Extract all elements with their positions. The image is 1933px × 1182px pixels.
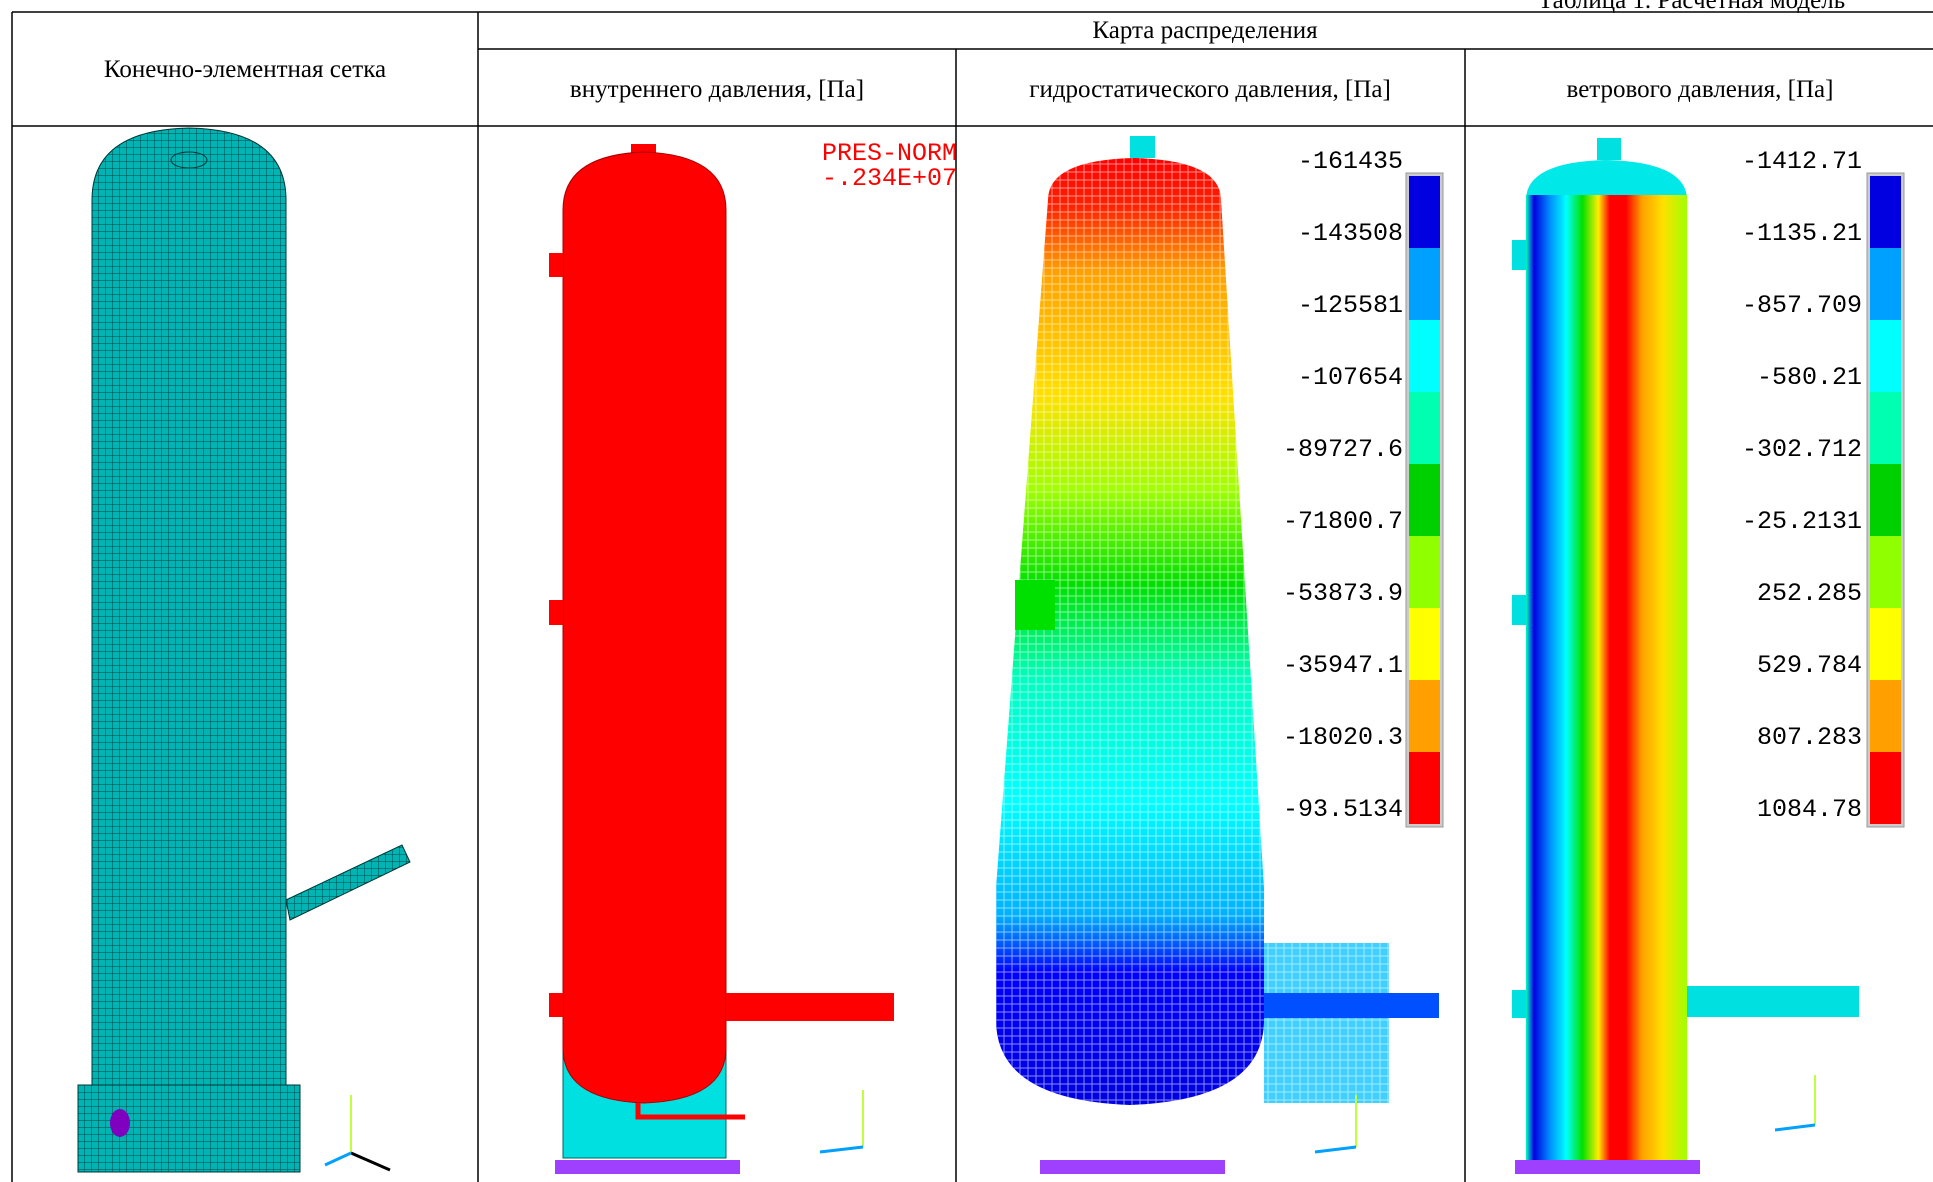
legend-swatch — [1409, 752, 1440, 824]
legend-label: 807.283 — [1757, 723, 1862, 752]
result-value: -.234E+07 — [822, 164, 957, 193]
legend-label: -161435 — [1298, 147, 1403, 176]
header-column: внутреннего давления, [Па] — [570, 76, 864, 103]
legend-label: -1135.21 — [1742, 219, 1862, 248]
legend-swatch — [1870, 608, 1901, 680]
legend-swatch — [1409, 464, 1440, 536]
internal-model — [549, 144, 894, 1174]
legend-swatch — [1409, 536, 1440, 608]
legend-swatch — [1870, 752, 1901, 824]
legend-swatch — [1409, 680, 1440, 752]
legend-swatch — [1870, 248, 1901, 320]
legend-swatch — [1409, 176, 1440, 248]
legend-label: -25.2131 — [1742, 507, 1862, 536]
mesh-model — [78, 128, 410, 1172]
legend-swatch — [1409, 248, 1440, 320]
legend-label: -125581 — [1298, 291, 1403, 320]
legend-label: -302.712 — [1742, 435, 1862, 464]
legend-label: -93.5134 — [1283, 795, 1403, 824]
legend-swatch — [1409, 320, 1440, 392]
legend-swatch — [1870, 320, 1901, 392]
header-mesh: Конечно-элементная сетка — [104, 56, 386, 83]
legend-label: -18020.3 — [1283, 723, 1403, 752]
legend-swatch — [1409, 392, 1440, 464]
legend-label: -857.709 — [1742, 291, 1862, 320]
legend-label: 1084.78 — [1757, 795, 1862, 824]
legend-swatch — [1870, 464, 1901, 536]
legend: -1412.71 -1135.21 -857.709 -580.21 -302.712 -… — [1742, 147, 1904, 827]
axis-triad — [1315, 1095, 1356, 1152]
legend-swatch — [1870, 680, 1901, 752]
legend-label: -1412.71 — [1742, 147, 1862, 176]
legend-swatch — [1870, 176, 1901, 248]
legend-swatch — [1409, 608, 1440, 680]
legend-label: 252.285 — [1757, 579, 1862, 608]
axis-triad — [820, 1090, 863, 1152]
legend-label: -71800.7 — [1283, 507, 1403, 536]
axis-triad — [1775, 1075, 1815, 1130]
legend-label: -35947.1 — [1283, 651, 1403, 680]
legend-label: -143508 — [1298, 219, 1403, 248]
legend-label: -107654 — [1298, 363, 1403, 392]
legend-label: -53873.9 — [1283, 579, 1403, 608]
axis-triad — [325, 1095, 390, 1170]
legend-swatch — [1870, 536, 1901, 608]
header-map: Карта распределения — [1092, 17, 1318, 44]
page: Таблица 1. Расчетная модель Конечно-элем… — [0, 0, 1933, 1182]
legend-swatch — [1870, 392, 1901, 464]
legend-label: -580.21 — [1757, 363, 1862, 392]
header-column: гидростатического давления, [Па] — [1029, 76, 1391, 103]
legend-label: 529.784 — [1757, 651, 1862, 680]
legend-label: -89727.6 — [1283, 435, 1403, 464]
legend: -161435 -143508 -125581 -107654 -89727.6 -718… — [1283, 147, 1443, 827]
header-column: ветрового давления, [Па] — [1567, 76, 1834, 103]
